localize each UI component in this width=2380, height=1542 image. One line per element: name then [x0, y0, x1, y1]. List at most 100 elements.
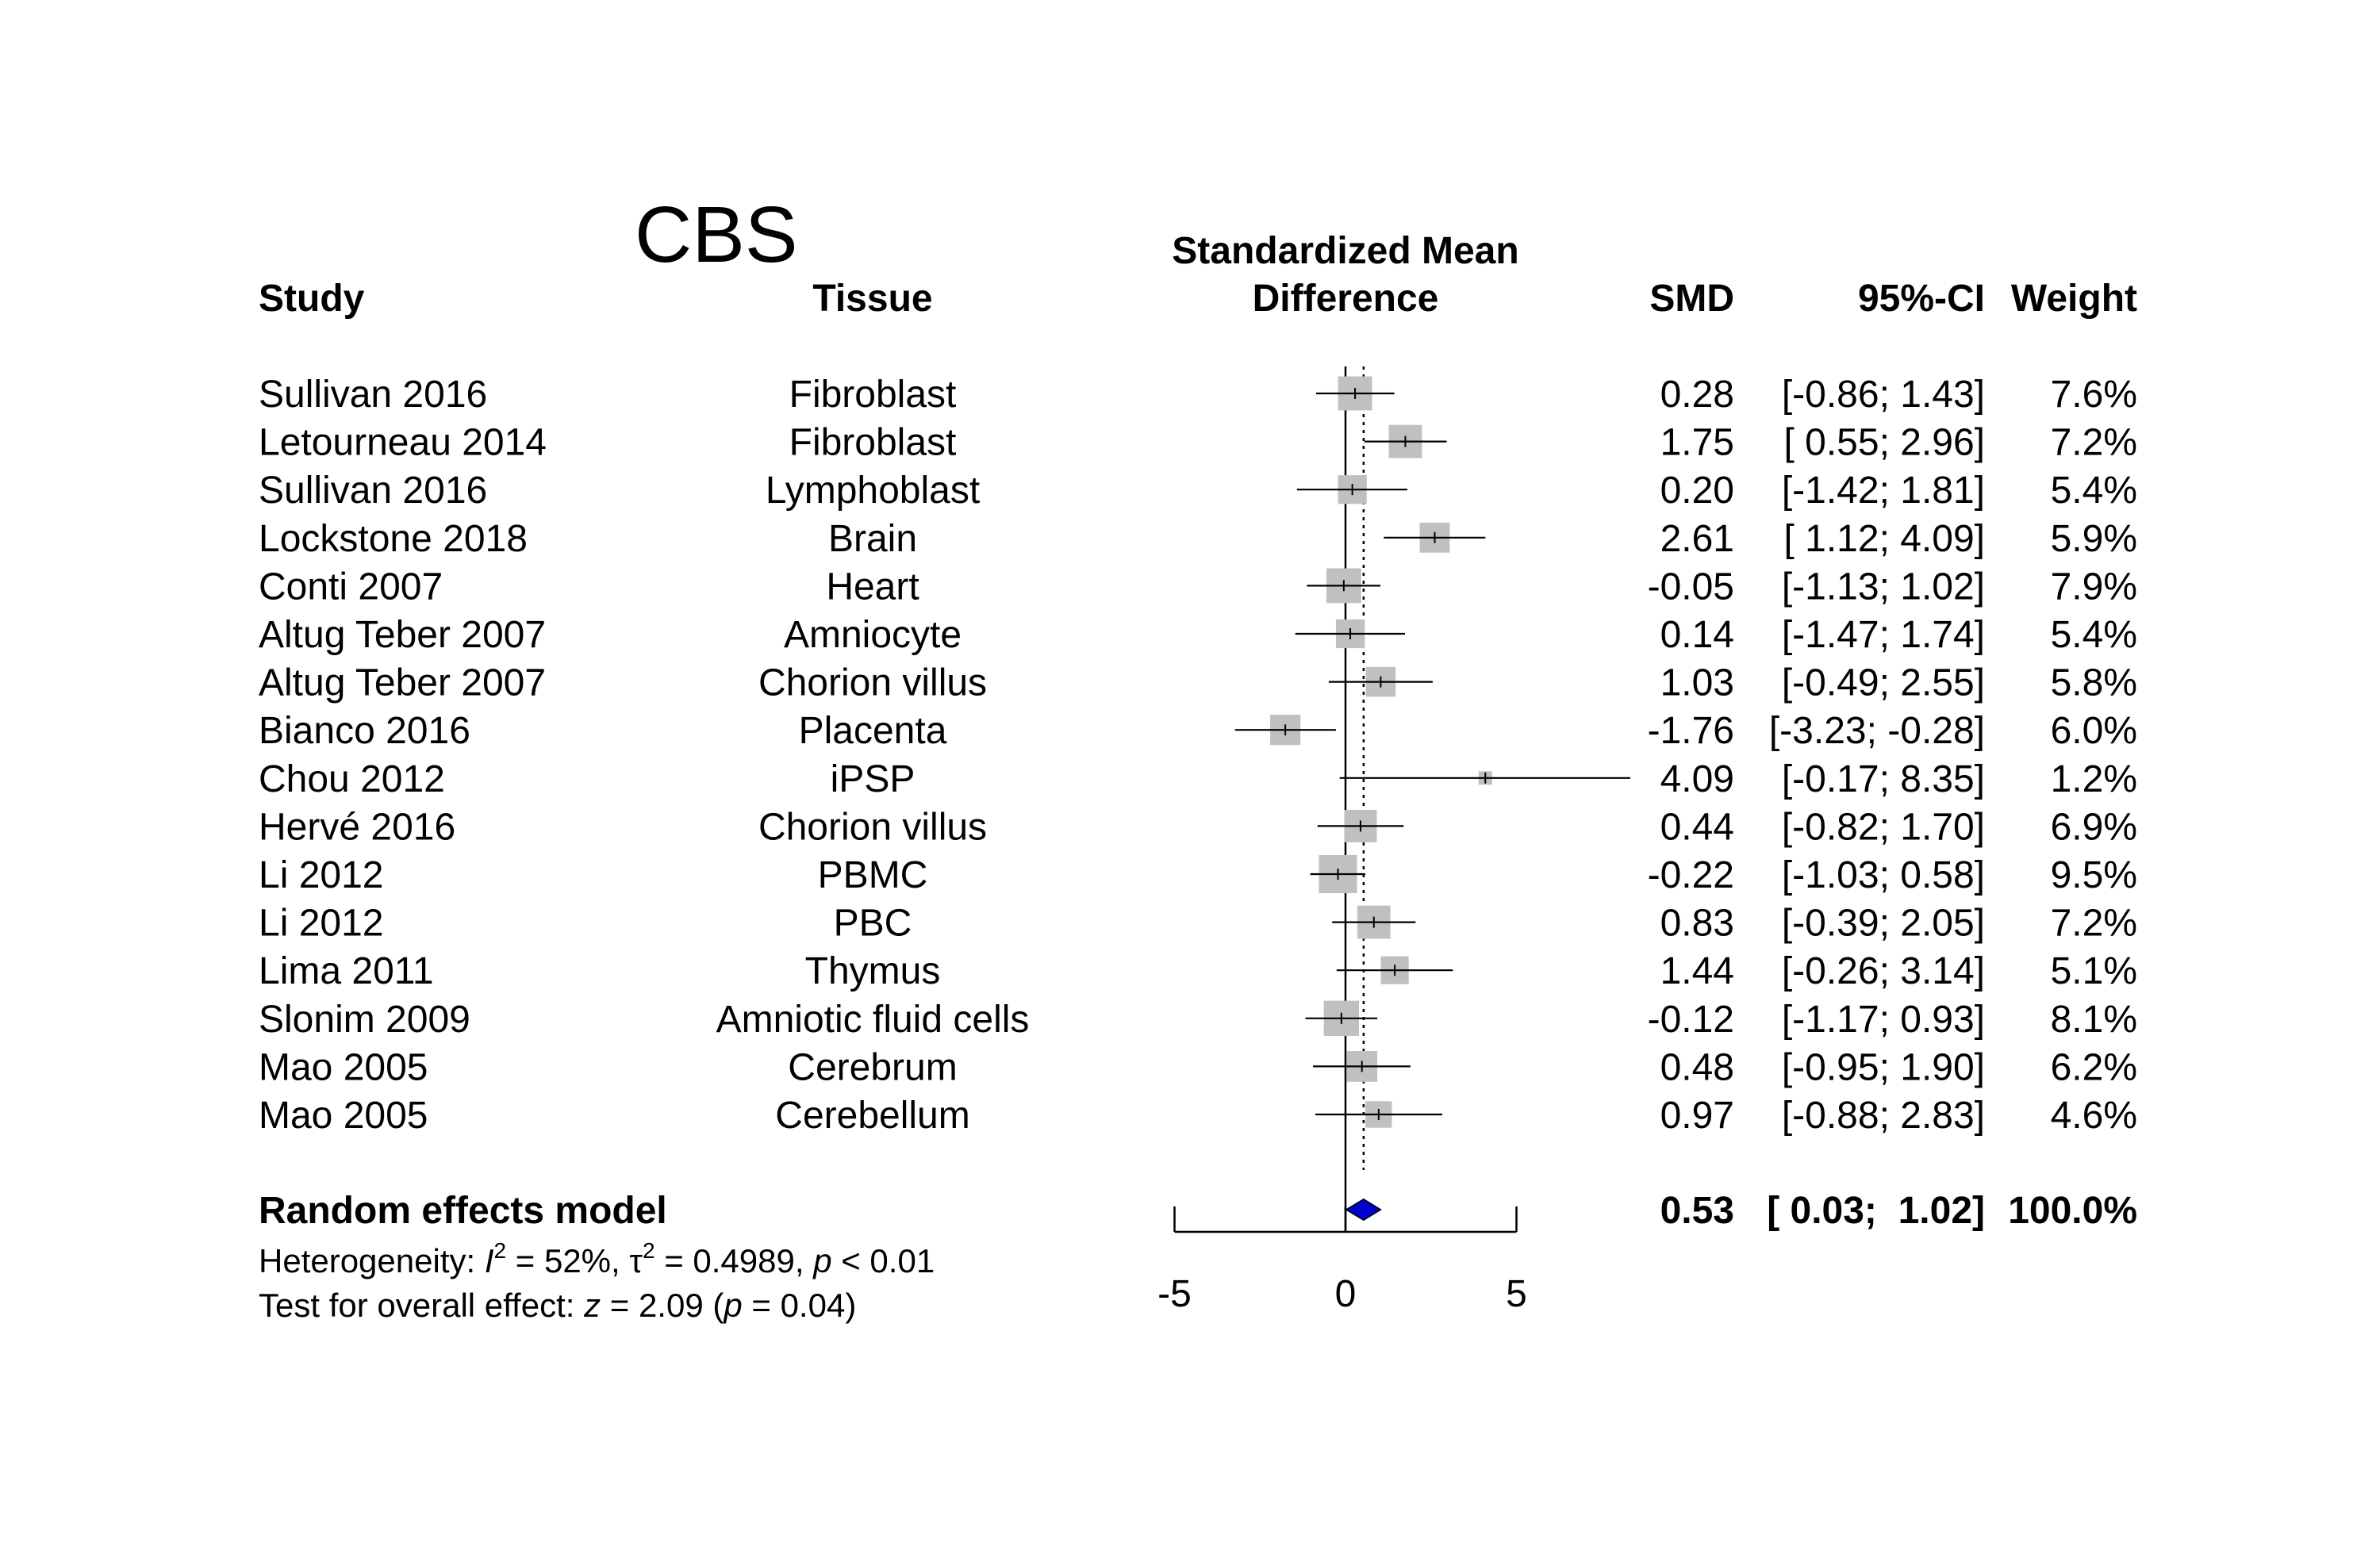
study-weight: 5.4%	[2051, 470, 2137, 512]
study-tissue: Fibroblast	[789, 422, 957, 464]
study-rows: Sullivan 2016 Fibroblast 0.28 [-0.86; 1.43]…	[259, 374, 2137, 1137]
study-tissue: Chorion villus	[758, 806, 987, 848]
tau-value: = 0.4989,	[655, 1242, 814, 1279]
study-name: Conti 2007	[259, 566, 443, 608]
study-name: Li 2012	[259, 903, 383, 945]
study-name: Mao 2005	[259, 1095, 428, 1137]
study-tissue: PBMC	[818, 854, 928, 896]
study-ci: [-0.17; 8.35]	[1782, 758, 1985, 800]
study-name: Mao 2005	[259, 1046, 428, 1088]
x-axis-tick-label: 5	[1506, 1273, 1527, 1315]
study-name: Lockstone 2018	[259, 518, 528, 560]
plot-area: -5 0 5	[1157, 366, 1630, 1315]
pooled-label: Random effects model	[259, 1190, 667, 1232]
study-weight: 9.5%	[2051, 854, 2137, 896]
study-ci: [-1.13; 1.02]	[1782, 566, 1985, 608]
study-name: Letourneau 2014	[259, 422, 547, 464]
study-ci: [-1.17; 0.93]	[1782, 999, 1985, 1041]
study-weight: 7.2%	[2051, 903, 2137, 945]
study-weight: 6.0%	[2051, 710, 2137, 752]
study-weight: 5.9%	[2051, 518, 2137, 560]
heterogeneity-p-value: < 0.01	[832, 1242, 935, 1279]
study-tissue: Brain	[828, 518, 917, 560]
study-ci: [-0.95; 1.90]	[1782, 1046, 1985, 1088]
column-header-ci: 95%-CI	[1858, 278, 1985, 320]
plot-title: CBS	[635, 190, 798, 279]
z-symbol: z	[583, 1287, 601, 1324]
study-ci: [-0.86; 1.43]	[1782, 374, 1985, 416]
overall-effect-prefix: Test for overall effect:	[259, 1287, 584, 1324]
study-smd: 1.44	[1660, 950, 1734, 992]
column-header-study: Study	[259, 278, 365, 320]
study-smd: 4.09	[1660, 758, 1734, 800]
study-ci: [-0.49; 2.55]	[1782, 662, 1985, 704]
study-smd: 0.83	[1660, 903, 1734, 945]
study-smd: 0.20	[1660, 470, 1734, 512]
study-ci: [ 0.55; 2.96]	[1783, 422, 1985, 464]
overall-effect-test: Test for overall effect: z = 2.09 (p = 0…	[259, 1287, 856, 1324]
study-weight: 8.1%	[2051, 999, 2137, 1041]
study-ci: [-0.82; 1.70]	[1782, 806, 1985, 848]
study-weight: 6.9%	[2051, 806, 2137, 848]
study-weight: 5.1%	[2051, 950, 2137, 992]
study-name: Altug Teber 2007	[259, 614, 546, 656]
study-weight: 7.9%	[2051, 566, 2137, 608]
study-tissue: Placenta	[799, 710, 947, 752]
study-tissue: Cerebrum	[788, 1046, 957, 1088]
z-value: = 2.09 (	[601, 1287, 724, 1324]
pooled-smd: 0.53	[1660, 1190, 1734, 1232]
study-smd: -0.12	[1648, 999, 1734, 1041]
study-smd: -1.76	[1648, 710, 1734, 752]
study-smd: 1.75	[1660, 422, 1734, 464]
pooled-effect-diamond	[1345, 1198, 1382, 1222]
study-smd: -0.22	[1648, 854, 1734, 896]
study-smd: 0.97	[1660, 1095, 1734, 1137]
study-ci: [-0.88; 2.83]	[1782, 1095, 1985, 1137]
study-smd: -0.05	[1648, 566, 1734, 608]
study-smd: 0.28	[1660, 374, 1734, 416]
study-name: Hervé 2016	[259, 806, 455, 848]
study-weight: 6.2%	[2051, 1046, 2137, 1088]
pooled-ci: [ 0.03; 1.02]	[1767, 1190, 1985, 1232]
study-name: Lima 2011	[259, 950, 434, 992]
tau-symbol: τ	[629, 1242, 643, 1279]
i2-superscript: 2	[494, 1238, 507, 1263]
study-name: Li 2012	[259, 854, 383, 896]
column-header-effect-line1: Standardized Mean	[1172, 230, 1518, 272]
column-header-tissue: Tissue	[812, 278, 932, 320]
column-header-weight: Weight	[2011, 278, 2137, 320]
study-name: Bianco 2016	[259, 710, 470, 752]
column-header-effect-line2: Difference	[1253, 278, 1439, 320]
tau-superscript: 2	[643, 1238, 655, 1263]
study-smd: 0.48	[1660, 1046, 1734, 1088]
study-weight: 4.6%	[2051, 1095, 2137, 1137]
study-ci: [ 1.12; 4.09]	[1783, 518, 1985, 560]
study-ci: [-1.47; 1.74]	[1782, 614, 1985, 656]
study-name: Sullivan 2016	[259, 470, 487, 512]
study-tissue: PBC	[834, 903, 912, 945]
study-tissue: Amniocyte	[784, 614, 962, 656]
study-ci: [-3.23; -0.28]	[1769, 710, 1985, 752]
study-tissue: Lymphoblast	[766, 470, 980, 512]
study-tissue: Heart	[826, 566, 919, 608]
study-name: Altug Teber 2007	[259, 662, 546, 704]
heterogeneity-p-symbol: p	[812, 1242, 831, 1279]
study-weight: 1.2%	[2051, 758, 2137, 800]
study-weight: 5.8%	[2051, 662, 2137, 704]
study-name: Sullivan 2016	[259, 374, 487, 416]
study-tissue: Amniotic fluid cells	[716, 999, 1030, 1041]
study-name: Chou 2012	[259, 758, 445, 800]
i2-symbol: I	[485, 1242, 494, 1279]
study-tissue: Fibroblast	[789, 374, 957, 416]
study-ci: [-0.26; 3.14]	[1782, 950, 1985, 992]
study-tissue: Cerebellum	[775, 1095, 969, 1137]
study-tissue: Thymus	[805, 950, 941, 992]
heterogeneity-stats: Heterogeneity: I2 = 52%, τ2 = 0.4989, p …	[259, 1238, 935, 1279]
x-axis-tick-label: 0	[1335, 1273, 1357, 1315]
study-name: Slonim 2009	[259, 999, 470, 1041]
study-weight: 7.2%	[2051, 422, 2137, 464]
study-weight: 5.4%	[2051, 614, 2137, 656]
study-smd: 0.44	[1660, 806, 1734, 848]
x-axis-tick-label: -5	[1157, 1273, 1192, 1315]
